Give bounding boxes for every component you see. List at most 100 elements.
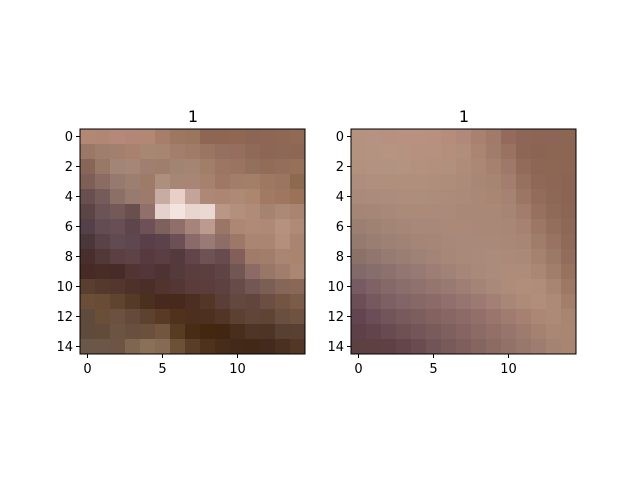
right-heatmap-cell [396, 249, 412, 265]
right-heatmap-cell [456, 309, 472, 325]
right-heatmap-cell [426, 219, 442, 235]
left-heatmap-cell [140, 309, 156, 325]
left-y-tick-label: 0 [65, 130, 73, 145]
left-heatmap-cell [125, 159, 141, 175]
left-heatmap-cell [170, 159, 186, 175]
left-heatmap-cell [290, 279, 306, 295]
right-heatmap-cell [366, 234, 382, 250]
left-heatmap-cell [230, 219, 246, 235]
left-heatmap-cell [125, 294, 141, 310]
right-heatmap-cell [516, 129, 532, 145]
left-heatmap-cell [260, 204, 276, 220]
right-heatmap-cell [456, 174, 472, 190]
right-heatmap-cell [546, 129, 562, 145]
left-heatmap-cell [95, 129, 111, 145]
left-heatmap-cell [275, 189, 291, 205]
right-heatmap-cell [381, 174, 397, 190]
left-heatmap-cell [215, 339, 231, 355]
left-heatmap-cell [230, 129, 246, 145]
left-heatmap-cell [155, 294, 171, 310]
left-heatmap-cell [155, 174, 171, 190]
right-heatmap-cell [381, 249, 397, 265]
left-heatmap-cell [110, 129, 126, 145]
left-heatmap-cell [215, 204, 231, 220]
right-heatmap-cell [351, 339, 367, 355]
left-heatmap-cell [260, 144, 276, 160]
right-y-tick-label: 6 [336, 220, 344, 235]
left-x-tick-label: 5 [158, 362, 166, 377]
left-heatmap-cell [215, 309, 231, 325]
left-heatmap-cell [80, 189, 96, 205]
right-heatmap-cell [456, 189, 472, 205]
left-heatmap-cell [230, 294, 246, 310]
left-heatmap-cell [110, 309, 126, 325]
right-heatmap-cell [396, 129, 412, 145]
right-heatmap-cell [486, 129, 502, 145]
left-heatmap-cell [200, 294, 216, 310]
right-heatmap-cell [366, 309, 382, 325]
right-heatmap-cell [531, 264, 547, 280]
right-heatmap-cell [366, 249, 382, 265]
right-heatmap-cell [531, 249, 547, 265]
left-heatmap-cell [80, 309, 96, 325]
left-axes-frame [79, 128, 306, 355]
left-heatmap-cell [125, 189, 141, 205]
right-heatmap-cell [471, 234, 487, 250]
left-heatmap-cell [260, 294, 276, 310]
right-heatmap-cell [366, 144, 382, 160]
right-heatmap-cell [441, 174, 457, 190]
right-heatmap-cell [396, 144, 412, 160]
right-heatmap-cell [516, 249, 532, 265]
left-heatmap-cell [110, 174, 126, 190]
right-heatmap-cell [471, 324, 487, 340]
left-heatmap-cell [245, 174, 261, 190]
left-heatmap-cell [185, 219, 201, 235]
left-heatmap-cell [230, 264, 246, 280]
left-heatmap-cell [110, 204, 126, 220]
right-heatmap-cell [501, 219, 517, 235]
right-heatmap-cell [396, 174, 412, 190]
left-heatmap-cell [95, 159, 111, 175]
right-heatmap-cell [471, 189, 487, 205]
right-heatmap-cell [561, 189, 577, 205]
right-heatmap-cell [426, 189, 442, 205]
right-heatmap-cell [411, 204, 427, 220]
left-heatmap-cell [140, 159, 156, 175]
left-heatmap-cell [185, 234, 201, 250]
right-heatmap-cell [531, 339, 547, 355]
left-heatmap-cell [80, 294, 96, 310]
right-heatmap-cell [471, 339, 487, 355]
right-y-axis: 0 2 4 6 8 10 12 14 [327, 130, 351, 355]
right-heatmap-cell [396, 309, 412, 325]
left-heatmap-cell [170, 144, 186, 160]
right-heatmap-cell [411, 249, 427, 265]
left-heatmap-cell [95, 324, 111, 340]
left-heatmap-cell [170, 294, 186, 310]
right-heatmap-cell [381, 264, 397, 280]
right-x-axis: 0 5 10 [354, 354, 517, 377]
left-heatmap-cell [95, 264, 111, 280]
right-heatmap-cell [426, 174, 442, 190]
right-heatmap-cell [486, 204, 502, 220]
right-heatmap-cell [366, 204, 382, 220]
right-heatmap-cell [366, 174, 382, 190]
left-heatmap-cell [95, 279, 111, 295]
right-heatmap-cell [351, 189, 367, 205]
left-heatmap-cell [230, 339, 246, 355]
right-heatmap-cell [516, 189, 532, 205]
left-heatmap-cell [200, 219, 216, 235]
right-heatmap-cell [546, 174, 562, 190]
right-heatmap-cell [471, 264, 487, 280]
right-heatmap-cell [411, 264, 427, 280]
left-heatmap-cell [290, 189, 306, 205]
right-heatmap-cell [486, 309, 502, 325]
left-heatmap-cell [290, 249, 306, 265]
right-heatmap-cell [396, 219, 412, 235]
right-heatmap-cell [456, 219, 472, 235]
right-heatmap-cell [396, 234, 412, 250]
left-heatmap-cell [200, 309, 216, 325]
left-heatmap-cell [80, 249, 96, 265]
left-heatmap-cell [170, 174, 186, 190]
left-heatmap-cell [140, 294, 156, 310]
left-heatmap-cell [200, 279, 216, 295]
